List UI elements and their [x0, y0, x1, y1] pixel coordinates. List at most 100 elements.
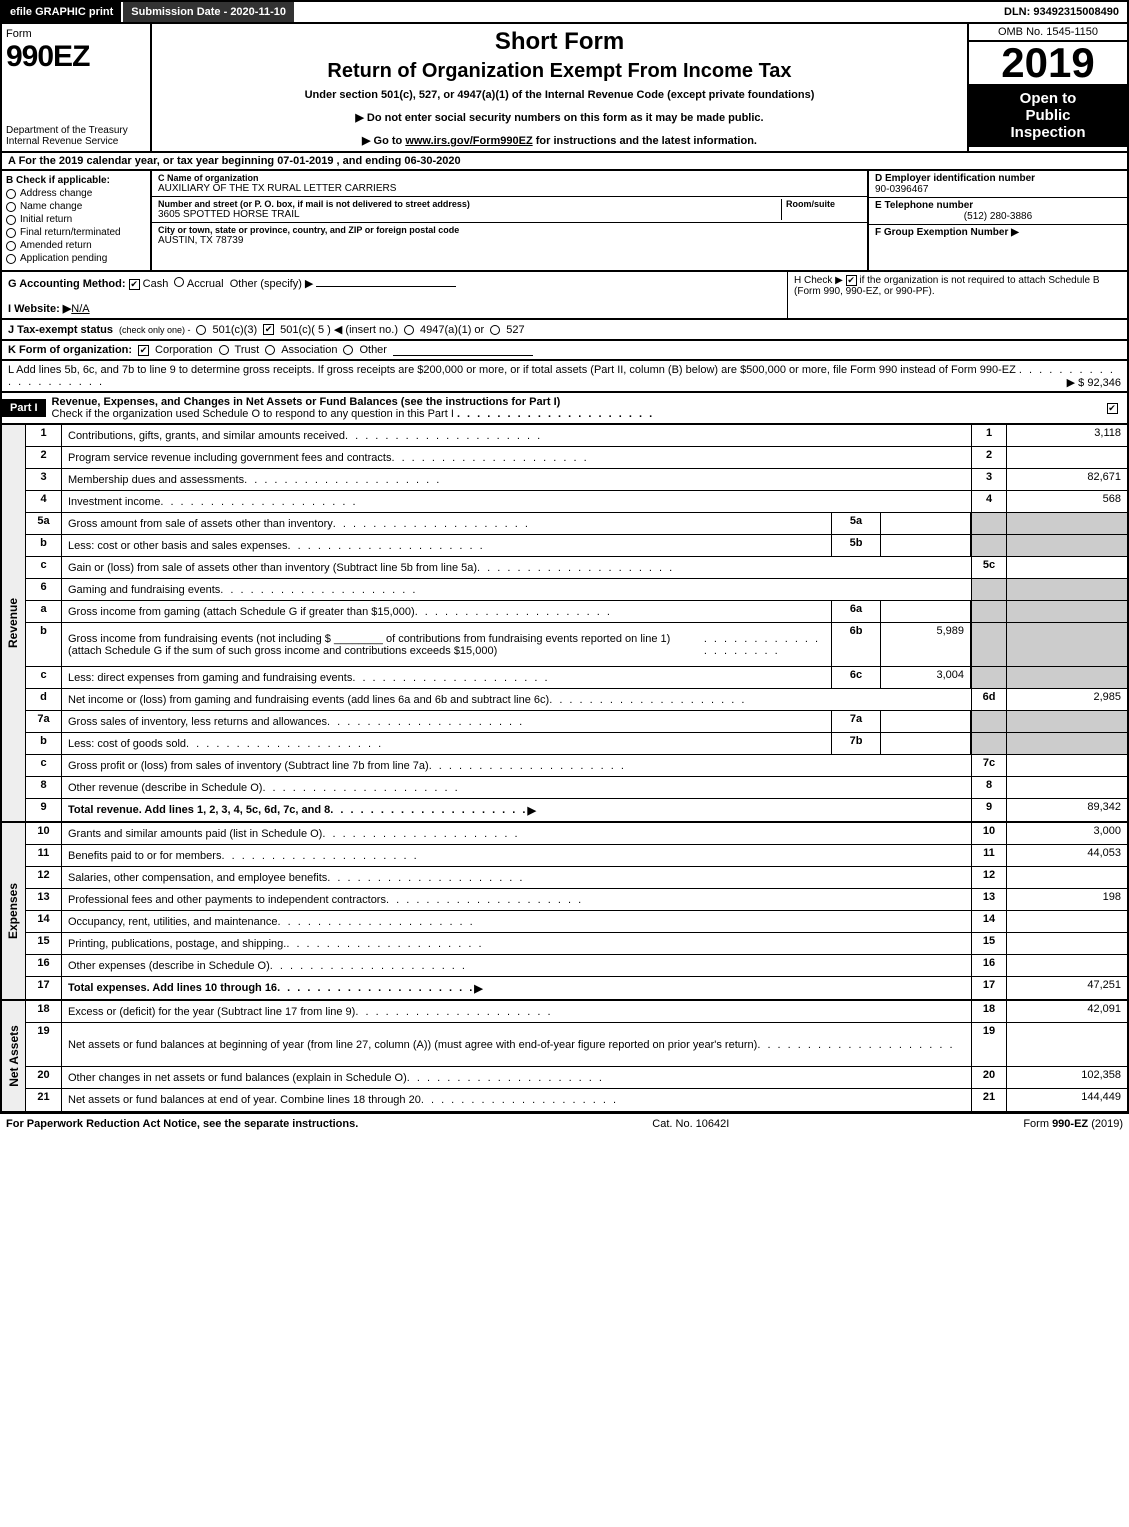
- line-number-cell: 11: [971, 845, 1007, 866]
- efile-print-button[interactable]: efile GRAPHIC print: [2, 2, 123, 22]
- line-number-cell: 15: [971, 933, 1007, 954]
- row-number: 19: [26, 1023, 62, 1066]
- dots: [262, 782, 459, 794]
- dots: [221, 850, 418, 862]
- submission-date-button[interactable]: Submission Date - 2020-11-10: [123, 2, 296, 22]
- line-number-cell: 18: [971, 1001, 1007, 1022]
- other-input[interactable]: [316, 275, 456, 287]
- d-ein: D Employer identification number 90-0396…: [869, 171, 1127, 198]
- header-middle: Short Form Return of Organization Exempt…: [152, 24, 967, 151]
- dots: [244, 474, 441, 486]
- row-number: b: [26, 535, 62, 556]
- j-527-radio[interactable]: [490, 325, 500, 335]
- e-phone: E Telephone number (512) 280-3886: [869, 198, 1127, 225]
- sub-amount: [881, 601, 971, 622]
- dots: [704, 633, 825, 657]
- footer-right: Form 990-EZ (2019): [1023, 1118, 1123, 1130]
- revenue-side-label: Revenue: [2, 425, 26, 821]
- sub-amount: [881, 513, 971, 534]
- line-number-cell: [971, 535, 1007, 556]
- expenses-label: Expenses: [7, 883, 21, 939]
- row-number: 8: [26, 777, 62, 798]
- dots: [288, 540, 485, 552]
- accrual-radio[interactable]: [174, 277, 184, 287]
- line-number-cell: [971, 733, 1007, 754]
- expenses-side-label: Expenses: [2, 823, 26, 999]
- j-501c-checkbox[interactable]: [263, 324, 274, 335]
- table-row: bLess: cost of goods sold7b: [26, 733, 1127, 755]
- j-small: (check only one) -: [119, 325, 191, 335]
- netassets-table: 18Excess or (deficit) for the year (Subt…: [26, 1001, 1127, 1111]
- line-number-cell: 19: [971, 1023, 1007, 1066]
- row-description: Contributions, gifts, grants, and simila…: [62, 425, 971, 446]
- j-4947-radio[interactable]: [404, 325, 414, 335]
- row-description: Program service revenue including govern…: [62, 447, 971, 468]
- arrow-line-1: ▶ Do not enter social security numbers o…: [160, 111, 959, 124]
- open-3: Inspection: [971, 124, 1125, 141]
- netassets-side-label: Net Assets: [2, 1001, 26, 1111]
- j-501c3-radio[interactable]: [196, 325, 206, 335]
- b-name-change[interactable]: Name change: [6, 201, 146, 212]
- table-row: 12Salaries, other compensation, and empl…: [26, 867, 1127, 889]
- d-label: D Employer identification number: [875, 173, 1121, 184]
- l-amount: ▶ $ 92,346: [1067, 376, 1121, 389]
- part-1-scho-checkbox[interactable]: [1107, 403, 1118, 414]
- j-o3: 4947(a)(1) or: [420, 324, 484, 336]
- return-title: Return of Organization Exempt From Incom…: [160, 60, 959, 83]
- row-a-tax-year: A For the 2019 calendar year, or tax yea…: [0, 153, 1129, 171]
- k-label: K Form of organization:: [8, 344, 132, 356]
- dots: [160, 496, 357, 508]
- row-description: Gross income from gaming (attach Schedul…: [62, 601, 831, 622]
- dots: [415, 606, 612, 618]
- b-address-change[interactable]: Address change: [6, 188, 146, 199]
- b-amended-return[interactable]: Amended return: [6, 240, 146, 251]
- h-pre: H Check ▶: [794, 275, 846, 286]
- row-number: b: [26, 623, 62, 666]
- row-description: Salaries, other compensation, and employ…: [62, 867, 971, 888]
- c-street-cell: Number and street (or P. O. box, if mail…: [152, 197, 867, 223]
- line-number-cell: 16: [971, 955, 1007, 976]
- line-number-cell: 20: [971, 1067, 1007, 1088]
- b-application-pending[interactable]: Application pending: [6, 253, 146, 264]
- dots: [220, 584, 417, 596]
- gh-row: G Accounting Method: Cash Accrual Other …: [0, 272, 1129, 320]
- sub-amount: [881, 711, 971, 732]
- table-row: 11Benefits paid to or for members1144,05…: [26, 845, 1127, 867]
- k-corp-checkbox[interactable]: [138, 345, 149, 356]
- g-other: Other (specify) ▶: [230, 278, 314, 290]
- dots: [286, 938, 483, 950]
- irs-link[interactable]: www.irs.gov/Form990EZ: [405, 135, 532, 147]
- h-checkbox[interactable]: [846, 275, 857, 286]
- row-description: Gain or (loss) from sale of assets other…: [62, 557, 971, 578]
- k-trust-radio[interactable]: [219, 345, 229, 355]
- b-final-return[interactable]: Final return/terminated: [6, 227, 146, 238]
- goto-pre: ▶ Go to: [362, 135, 405, 147]
- row-number: 12: [26, 867, 62, 888]
- amount-cell: [1007, 867, 1127, 888]
- row-description: Grants and similar amounts paid (list in…: [62, 823, 971, 844]
- sub-line-no: 5a: [831, 513, 881, 534]
- amount-cell: 3,000: [1007, 823, 1127, 844]
- amount-cell: [1007, 911, 1127, 932]
- cash-checkbox[interactable]: [129, 279, 140, 290]
- row-description: Net assets or fund balances at end of ye…: [62, 1089, 971, 1111]
- line-number-cell: 9: [971, 799, 1007, 821]
- k-other-radio[interactable]: [343, 345, 353, 355]
- amount-cell: [1007, 955, 1127, 976]
- dots: [352, 672, 549, 684]
- b-initial-return[interactable]: Initial return: [6, 214, 146, 225]
- dots: [757, 1039, 954, 1051]
- l-gross-receipts: L Add lines 5b, 6c, and 7b to line 9 to …: [0, 361, 1129, 393]
- k-other-input[interactable]: [393, 344, 533, 356]
- row-description: Gross sales of inventory, less returns a…: [62, 711, 831, 732]
- dots: [186, 738, 383, 750]
- row-description: Excess or (deficit) for the year (Subtra…: [62, 1001, 971, 1022]
- row-number: 9: [26, 799, 62, 821]
- header-right: OMB No. 1545-1150 2019 Open to Public In…: [967, 24, 1127, 151]
- amount-cell: [1007, 513, 1127, 534]
- line-number-cell: [971, 711, 1007, 732]
- row-description: Other expenses (describe in Schedule O): [62, 955, 971, 976]
- amount-cell: 568: [1007, 491, 1127, 512]
- k-assoc-radio[interactable]: [265, 345, 275, 355]
- row-number: c: [26, 755, 62, 776]
